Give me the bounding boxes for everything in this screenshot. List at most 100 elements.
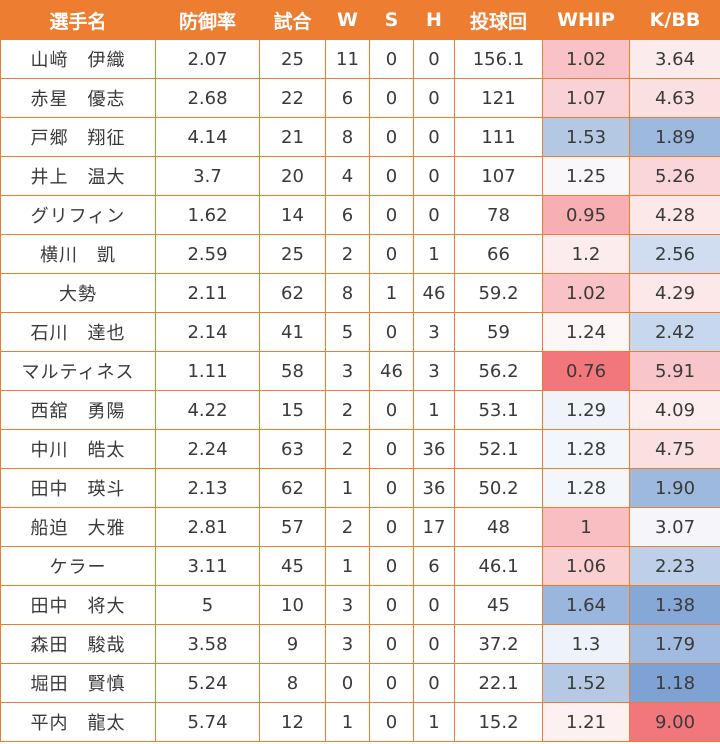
kbb-cell: 2.42 (629, 312, 720, 352)
innings-cell: 50.2 (454, 468, 543, 508)
era-cell: 3.7 (155, 156, 260, 196)
player-name-cell: 田中 瑛斗 (0, 468, 156, 508)
whip-cell: 1.52 (542, 663, 630, 703)
whip-cell: 1.07 (542, 78, 630, 118)
games-cell: 9 (259, 624, 326, 664)
holds-cell: 1 (413, 390, 455, 430)
saves-cell: 0 (369, 78, 414, 118)
holds-cell: 1 (413, 702, 455, 742)
games-cell: 41 (259, 312, 326, 352)
whip-cell: 1.06 (542, 546, 630, 586)
whip-cell: 1.3 (542, 624, 630, 664)
player-name-cell: グリフィン (0, 195, 156, 235)
era-cell: 2.24 (155, 429, 260, 469)
holds-cell: 0 (413, 624, 455, 664)
whip-cell: 1.28 (542, 429, 630, 469)
kbb-cell: 4.09 (629, 390, 720, 430)
wins-cell: 11 (325, 39, 370, 79)
wins-cell: 2 (325, 507, 370, 547)
table-row: 西舘 勇陽 4.22 15 2 0 1 53.1 1.29 4.09 (0, 390, 720, 430)
games-header: 試合 (259, 0, 326, 40)
player-name-cell: 横川 凱 (0, 234, 156, 274)
innings-header: 投球回 (454, 0, 543, 40)
player-name-cell: 森田 駿哉 (0, 624, 156, 664)
innings-cell: 22.1 (454, 663, 543, 703)
whip-cell: 1.64 (542, 585, 630, 625)
era-cell: 2.14 (155, 312, 260, 352)
whip-header: WHIP (542, 0, 630, 40)
era-cell: 5 (155, 585, 260, 625)
games-cell: 15 (259, 390, 326, 430)
innings-cell: 59 (454, 312, 543, 352)
table-header: 選手名 防御率 試合 W S H 投球回 WHIP K/BB (0, 0, 720, 40)
era-cell: 1.11 (155, 351, 260, 391)
games-cell: 22 (259, 78, 326, 118)
wins-cell: 4 (325, 156, 370, 196)
innings-cell: 53.1 (454, 390, 543, 430)
kbb-cell: 1.79 (629, 624, 720, 664)
innings-cell: 59.2 (454, 273, 543, 313)
table-row: ケラー 3.11 45 1 0 6 46.1 1.06 2.23 (0, 546, 720, 586)
holds-cell: 0 (413, 585, 455, 625)
wins-cell: 0 (325, 663, 370, 703)
innings-cell: 78 (454, 195, 543, 235)
table-row: 田中 将大 5 10 3 0 0 45 1.64 1.38 (0, 585, 720, 625)
table-row: 堀田 賢慎 5.24 8 0 0 0 22.1 1.52 1.18 (0, 663, 720, 703)
wins-header: W (325, 0, 370, 40)
saves-cell: 0 (369, 624, 414, 664)
wins-cell: 6 (325, 195, 370, 235)
saves-cell: 0 (369, 117, 414, 157)
era-cell: 3.11 (155, 546, 260, 586)
saves-cell: 0 (369, 312, 414, 352)
kbb-cell: 5.91 (629, 351, 720, 391)
games-cell: 25 (259, 39, 326, 79)
holds-cell: 0 (413, 156, 455, 196)
wins-cell: 6 (325, 78, 370, 118)
holds-cell: 0 (413, 39, 455, 79)
holds-cell: 6 (413, 546, 455, 586)
whip-cell: 1.21 (542, 702, 630, 742)
kbb-cell: 2.23 (629, 546, 720, 586)
player-name-cell: 井上 温大 (0, 156, 156, 196)
innings-cell: 111 (454, 117, 543, 157)
games-cell: 62 (259, 468, 326, 508)
player-name-cell: 平内 龍太 (0, 702, 156, 742)
table-row: 船迫 大雅 2.81 57 2 0 17 48 1 3.07 (0, 507, 720, 547)
whip-cell: 0.76 (542, 351, 630, 391)
games-cell: 45 (259, 546, 326, 586)
wins-cell: 3 (325, 624, 370, 664)
player-name-cell: 山﨑 伊織 (0, 39, 156, 79)
kbb-cell: 4.63 (629, 78, 720, 118)
saves-cell: 0 (369, 390, 414, 430)
saves-cell: 0 (369, 429, 414, 469)
player-name-header: 選手名 (0, 0, 156, 40)
kbb-cell: 4.29 (629, 273, 720, 313)
innings-cell: 48 (454, 507, 543, 547)
table-row: グリフィン 1.62 14 6 0 0 78 0.95 4.28 (0, 195, 720, 235)
player-name-cell: マルティネス (0, 351, 156, 391)
player-name-cell: ケラー (0, 546, 156, 586)
era-cell: 4.22 (155, 390, 260, 430)
saves-cell: 1 (369, 273, 414, 313)
holds-cell: 0 (413, 117, 455, 157)
player-name-cell: 堀田 賢慎 (0, 663, 156, 703)
era-cell: 2.81 (155, 507, 260, 547)
holds-cell: 36 (413, 429, 455, 469)
era-cell: 2.07 (155, 39, 260, 79)
saves-cell: 0 (369, 156, 414, 196)
saves-cell: 0 (369, 507, 414, 547)
era-cell: 5.24 (155, 663, 260, 703)
table-row: 井上 温大 3.7 20 4 0 0 107 1.25 5.26 (0, 156, 720, 196)
table-body: 山﨑 伊織 2.07 25 11 0 0 156.1 1.02 3.64 赤星 優志 2.68 22 6… (0, 39, 720, 742)
saves-header: S (369, 0, 414, 40)
kbb-cell: 4.75 (629, 429, 720, 469)
holds-cell: 3 (413, 351, 455, 391)
wins-cell: 1 (325, 468, 370, 508)
games-cell: 10 (259, 585, 326, 625)
kbb-cell: 1.89 (629, 117, 720, 157)
saves-cell: 0 (369, 195, 414, 235)
whip-cell: 1.29 (542, 390, 630, 430)
innings-cell: 107 (454, 156, 543, 196)
whip-cell: 1 (542, 507, 630, 547)
